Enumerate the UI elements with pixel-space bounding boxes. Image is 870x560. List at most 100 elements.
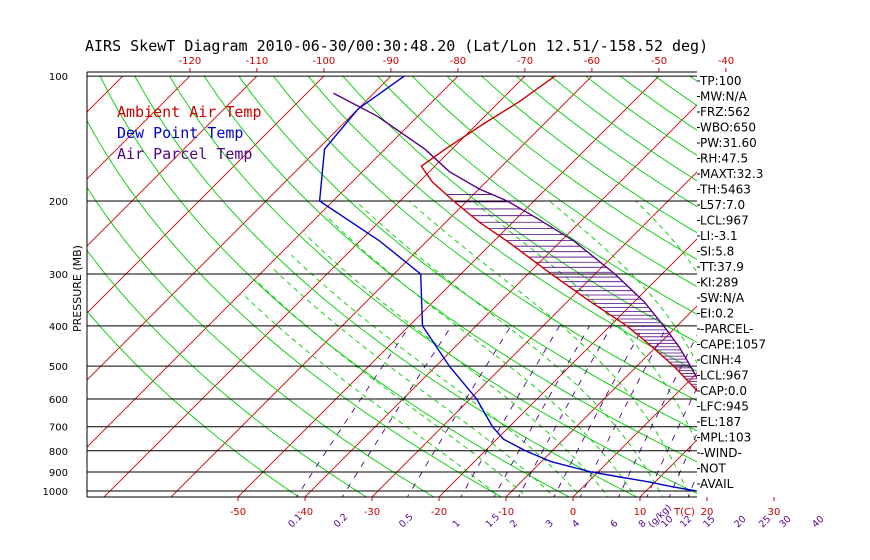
index-item: TP:100 — [699, 74, 742, 88]
dry-adiabat — [169, 75, 697, 494]
pressure-tick-label: 400 — [49, 322, 68, 333]
index-item: -PARCEL- — [700, 322, 754, 336]
y-axis-label: PRESSURE (MB) — [71, 245, 84, 332]
mixing-ratio-line — [766, 326, 835, 500]
chart-title: AIRS SkewT Diagram 2010-06-30/00:30:48.2… — [85, 37, 708, 55]
top-temp-tick-label: -70 — [517, 56, 533, 67]
index-item: WBO:650 — [700, 121, 756, 135]
isotherm — [304, 104, 697, 497]
mixing-ratio-line — [741, 326, 812, 500]
top-temp-tick-label: -100 — [313, 56, 336, 67]
index-item: KI:289 — [700, 276, 738, 290]
mixing-ratio-tick-label: 2 — [508, 518, 520, 530]
pressure-tick-label: 800 — [49, 447, 68, 458]
dry-adiabat — [446, 75, 697, 260]
dry-adiabat — [307, 75, 697, 372]
index-item: SW:N/A — [700, 291, 745, 305]
ambient-temp-line — [420, 75, 697, 392]
index-item: LCL:967 — [700, 214, 749, 228]
index-item: RH:47.5 — [700, 152, 748, 166]
dry-adiabat — [342, 75, 697, 344]
top-temp-tick-label: -50 — [651, 56, 667, 67]
pressure-tick-label: 100 — [49, 72, 68, 83]
isotherm — [371, 171, 697, 497]
mixing-ratio-line — [517, 325, 612, 497]
top-temp-tick-label: -90 — [383, 56, 399, 67]
dry-adiabat — [203, 75, 697, 463]
pressure-tick-label: 900 — [49, 468, 68, 479]
mixing-ratio-line — [786, 326, 852, 500]
isotherm — [771, 76, 870, 500]
isotherm — [572, 372, 697, 497]
dry-adiabat — [411, 75, 697, 288]
legend-entry: Ambient Air Temp — [117, 103, 262, 121]
isobars — [87, 75, 697, 492]
moist-adiabat — [355, 200, 664, 497]
mixing-ratio-line — [553, 325, 645, 497]
moist-adiabat — [272, 267, 555, 497]
mixing-ratio-tick-label: 3 — [544, 518, 556, 530]
top-temp-tick-label: -120 — [179, 56, 202, 67]
index-item: AVAIL — [700, 477, 734, 491]
legend: Ambient Air Temp Dew Point Temp Air Parcel… — [117, 103, 262, 163]
dry-adiabat — [794, 76, 870, 500]
mixing-ratio-tick-label: 0.5 — [397, 512, 415, 530]
moist-adiabat — [245, 296, 501, 497]
index-item: LI:-3.1 — [700, 229, 738, 243]
index-item: EI:0.2 — [700, 307, 734, 321]
bottom-temp-tick-label: 30 — [768, 507, 781, 518]
dewpoint-line — [318, 75, 697, 492]
dry-adiabat — [377, 75, 697, 315]
isotherm — [237, 75, 660, 497]
moist-adiabat — [472, 200, 697, 446]
pressure-tick-label: 600 — [49, 395, 68, 406]
index-item: EL:187 — [700, 415, 741, 429]
pressure-tick-label: 200 — [49, 197, 68, 208]
index-item: MAXT:32.3 — [700, 167, 763, 181]
top-temp-tick-label: -110 — [246, 56, 269, 67]
index-item: CAP:0.0 — [700, 384, 747, 398]
isotherm — [103, 75, 526, 497]
isotherm — [87, 75, 392, 381]
moist-adiabat — [255, 279, 528, 497]
index-item: TH:5463 — [699, 183, 751, 197]
profiles — [318, 75, 697, 492]
mixing-ratio-tick-label: 40 — [810, 514, 826, 530]
mixing-ratio-tick-label: 6 — [608, 518, 620, 530]
isotherm — [87, 75, 124, 113]
index-item: MW:N/A — [700, 90, 748, 104]
isotherm — [87, 75, 258, 247]
dry-adiabat — [87, 186, 435, 497]
top-temp-tick-label: -40 — [718, 56, 734, 67]
index-item: NOT — [700, 462, 726, 476]
bottom-temp-tick-label: 10 — [634, 507, 647, 518]
isotherm — [87, 75, 459, 448]
index-item: LCL:967 — [700, 369, 749, 383]
dry-adiabat — [481, 75, 697, 234]
dry-adiabat — [828, 76, 870, 500]
dry-adiabat — [87, 310, 300, 497]
moist-adiabat — [793, 201, 825, 500]
pressure-tick-label: 1000 — [43, 487, 68, 498]
pressure-tick-label: 300 — [49, 270, 68, 281]
bottom-temp-tick-label: -40 — [297, 507, 313, 518]
mixing-ratio-line — [341, 325, 452, 497]
top-temp-tick-label: -80 — [450, 56, 466, 67]
bottom-temp-tick-label: -10 — [498, 507, 514, 518]
isotherm — [0, 76, 56, 500]
mixing-ratio-line — [493, 325, 590, 497]
mixing-ratio-tick-label: 1 — [451, 518, 463, 530]
mixing-ratio-line — [296, 325, 411, 497]
index-item: -WIND- — [700, 446, 742, 460]
index-item: LFC:945 — [700, 400, 749, 414]
index-item: FRZ:562 — [700, 105, 750, 119]
index-item: CINH:4 — [700, 353, 742, 367]
parcel-line — [333, 92, 697, 380]
bottom-temp-tick-label: -50 — [230, 507, 246, 518]
index-item: L57:7.0 — [700, 198, 745, 212]
index-item: MPL:103 — [700, 431, 751, 445]
isotherm — [505, 305, 697, 497]
dry-adiabat — [516, 75, 697, 208]
bottom-temp-tick-label: -30 — [364, 507, 380, 518]
